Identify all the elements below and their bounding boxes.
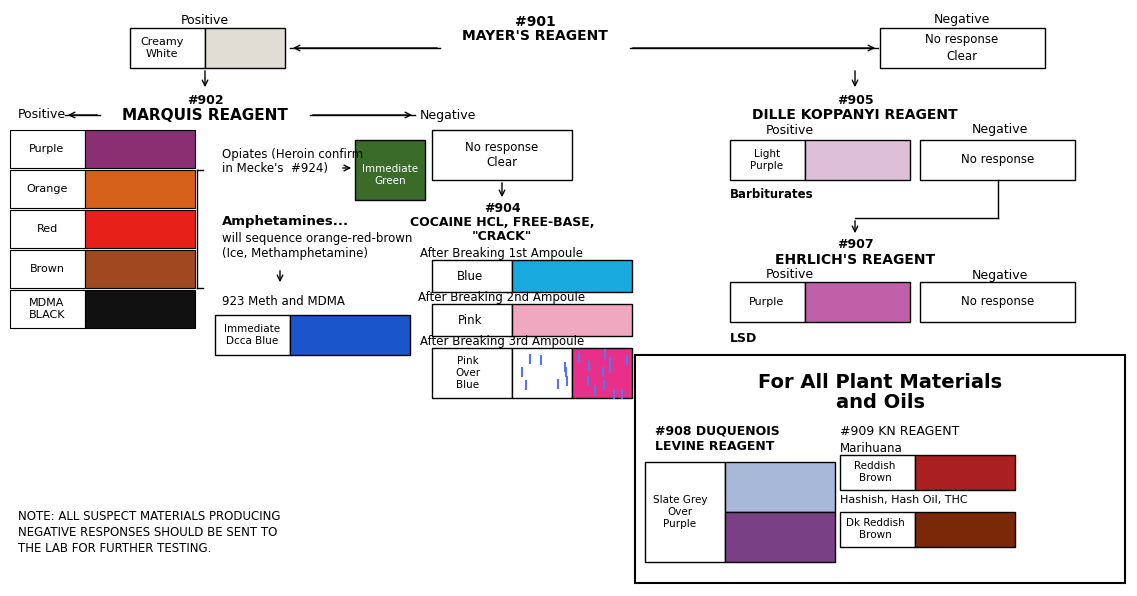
Text: Positive: Positive	[181, 14, 229, 26]
Bar	[920, 140, 1074, 180]
Text: and Oils: and Oils	[836, 393, 924, 411]
Bar	[572, 348, 632, 398]
Text: NOTE: ALL SUSPECT MATERIALS PRODUCING: NOTE: ALL SUSPECT MATERIALS PRODUCING	[18, 510, 281, 523]
Text: Barbiturates: Barbiturates	[730, 188, 814, 201]
Bar	[730, 282, 805, 322]
Bar	[10, 290, 85, 328]
Text: After Breaking 1st Ampoule: After Breaking 1st Ampoule	[421, 247, 583, 259]
Bar	[85, 130, 196, 168]
Text: No response
Clear: No response Clear	[465, 141, 539, 169]
Bar	[215, 315, 290, 355]
Bar	[512, 260, 632, 292]
Text: Red: Red	[36, 224, 58, 234]
Text: EHRLICH'S REAGENT: EHRLICH'S REAGENT	[775, 253, 935, 267]
Bar	[10, 210, 85, 248]
Text: After Breaking 3rd Ampoule: After Breaking 3rd Ampoule	[420, 334, 584, 347]
Text: LSD: LSD	[730, 332, 757, 345]
Bar	[512, 304, 632, 336]
Text: Dk Reddish
Brown: Dk Reddish Brown	[846, 518, 904, 540]
Text: Creamy
White: Creamy White	[140, 37, 184, 59]
Text: LEVINE REAGENT: LEVINE REAGENT	[655, 440, 774, 453]
Text: Pink: Pink	[458, 313, 482, 327]
Text: For All Plant Materials: For All Plant Materials	[758, 372, 1002, 392]
Text: Reddish
Brown: Reddish Brown	[854, 461, 896, 483]
Text: #905: #905	[837, 94, 873, 107]
Bar	[634, 355, 1124, 583]
Text: Pink
Over
Blue: Pink Over Blue	[456, 356, 481, 390]
Text: #909 KN REAGENT: #909 KN REAGENT	[840, 425, 960, 438]
Bar	[10, 250, 85, 288]
Text: Positive: Positive	[766, 123, 814, 136]
Text: Negative: Negative	[972, 269, 1028, 281]
Text: #904: #904	[483, 201, 521, 215]
Text: After Breaking 2nd Ampoule: After Breaking 2nd Ampoule	[418, 290, 586, 303]
Text: MAYER'S REAGENT: MAYER'S REAGENT	[462, 29, 608, 43]
Text: #908 DUQUENOIS: #908 DUQUENOIS	[655, 425, 780, 438]
Text: Immediate
Dcca Blue: Immediate Dcca Blue	[224, 324, 280, 346]
Text: in Mecke's  #924): in Mecke's #924)	[222, 162, 327, 175]
Bar	[432, 260, 512, 292]
Bar	[920, 282, 1074, 322]
Text: Positive: Positive	[766, 269, 814, 281]
Bar	[645, 462, 725, 562]
Text: Slate Grey
Over
Purple: Slate Grey Over Purple	[653, 495, 707, 529]
Bar	[355, 140, 425, 200]
Text: #901: #901	[515, 15, 555, 29]
Text: Blue: Blue	[457, 269, 483, 283]
Text: #902: #902	[186, 94, 223, 107]
Text: No response: No response	[962, 154, 1035, 166]
Text: MARQUIS REAGENT: MARQUIS REAGENT	[122, 107, 288, 123]
Text: Light
Purple: Light Purple	[750, 149, 783, 171]
Bar	[915, 512, 1015, 547]
Bar	[85, 250, 196, 288]
Text: Brown: Brown	[30, 264, 65, 274]
Text: Positive: Positive	[18, 108, 66, 122]
Bar	[915, 455, 1015, 490]
Text: Marihuana: Marihuana	[840, 442, 903, 455]
Text: MDMA
BLACK: MDMA BLACK	[28, 298, 65, 320]
Bar	[432, 348, 512, 398]
Bar	[432, 304, 512, 336]
Bar	[512, 348, 572, 398]
Bar	[805, 282, 910, 322]
Text: DILLE KOPPANYI REAGENT: DILLE KOPPANYI REAGENT	[753, 108, 957, 122]
Text: Amphetamines...: Amphetamines...	[222, 215, 349, 228]
Bar	[290, 315, 410, 355]
Text: "CRACK": "CRACK"	[472, 231, 532, 244]
Text: Negative: Negative	[972, 123, 1028, 136]
Bar	[85, 290, 196, 328]
Bar	[730, 140, 805, 180]
Bar	[10, 170, 85, 208]
Bar	[85, 170, 196, 208]
Text: Orange: Orange	[26, 184, 68, 194]
Text: Negative: Negative	[933, 14, 990, 26]
Bar	[725, 462, 835, 512]
Bar	[725, 512, 835, 562]
Text: No response: No response	[962, 296, 1035, 309]
Text: Opiates (Heroin confirm: Opiates (Heroin confirm	[222, 148, 363, 161]
Bar	[130, 28, 205, 68]
Text: Hashish, Hash Oil, THC: Hashish, Hash Oil, THC	[840, 495, 968, 505]
Text: Purple: Purple	[749, 297, 785, 307]
Text: #907: #907	[837, 238, 873, 252]
Text: Immediate
Green: Immediate Green	[362, 164, 418, 186]
Text: No response
Clear: No response Clear	[926, 33, 998, 63]
Bar	[432, 130, 572, 180]
Text: COCAINE HCL, FREE-BASE,: COCAINE HCL, FREE-BASE,	[409, 216, 595, 228]
Text: Purple: Purple	[30, 144, 65, 154]
Bar	[10, 130, 85, 168]
Bar	[840, 512, 915, 547]
Text: NEGATIVE RESPONSES SHOULD BE SENT TO: NEGATIVE RESPONSES SHOULD BE SENT TO	[18, 526, 277, 539]
Bar	[880, 28, 1045, 68]
Text: THE LAB FOR FURTHER TESTING.: THE LAB FOR FURTHER TESTING.	[18, 542, 211, 555]
Bar	[805, 140, 910, 180]
Text: will sequence orange-red-brown: will sequence orange-red-brown	[222, 232, 413, 245]
Bar	[840, 455, 915, 490]
Text: 923 Meth and MDMA: 923 Meth and MDMA	[222, 295, 345, 308]
Bar	[85, 210, 196, 248]
Text: (Ice, Methamphetamine): (Ice, Methamphetamine)	[222, 247, 368, 260]
Bar	[205, 28, 285, 68]
Text: Negative: Negative	[420, 108, 476, 122]
